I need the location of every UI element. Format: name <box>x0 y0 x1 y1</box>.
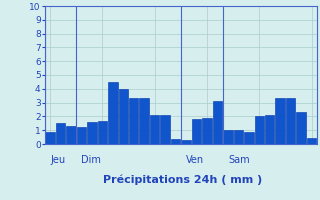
Bar <box>98 121 107 144</box>
Bar <box>254 116 264 144</box>
Bar <box>202 118 212 144</box>
Bar <box>77 127 86 144</box>
Bar <box>181 140 191 144</box>
Bar <box>286 98 295 144</box>
Bar <box>87 122 97 144</box>
Bar <box>234 130 243 144</box>
Bar <box>140 98 149 144</box>
Text: Sam: Sam <box>228 155 250 165</box>
Bar <box>223 130 233 144</box>
Text: Ven: Ven <box>186 155 204 165</box>
Bar <box>213 101 222 144</box>
Bar <box>108 82 117 144</box>
Bar <box>150 115 159 144</box>
Bar <box>66 126 76 144</box>
Bar <box>192 119 201 144</box>
Bar <box>244 132 253 144</box>
Text: Jeu: Jeu <box>50 155 65 165</box>
Text: Dim: Dim <box>81 155 101 165</box>
Bar <box>118 89 128 144</box>
Bar <box>276 98 285 144</box>
Bar <box>296 112 306 144</box>
Bar <box>160 115 170 144</box>
Bar <box>171 139 180 144</box>
Bar <box>265 115 275 144</box>
Text: Précipitations 24h ( mm ): Précipitations 24h ( mm ) <box>103 175 262 185</box>
Bar <box>56 123 65 144</box>
Bar <box>129 98 139 144</box>
Bar <box>45 132 55 144</box>
Bar <box>307 138 316 144</box>
